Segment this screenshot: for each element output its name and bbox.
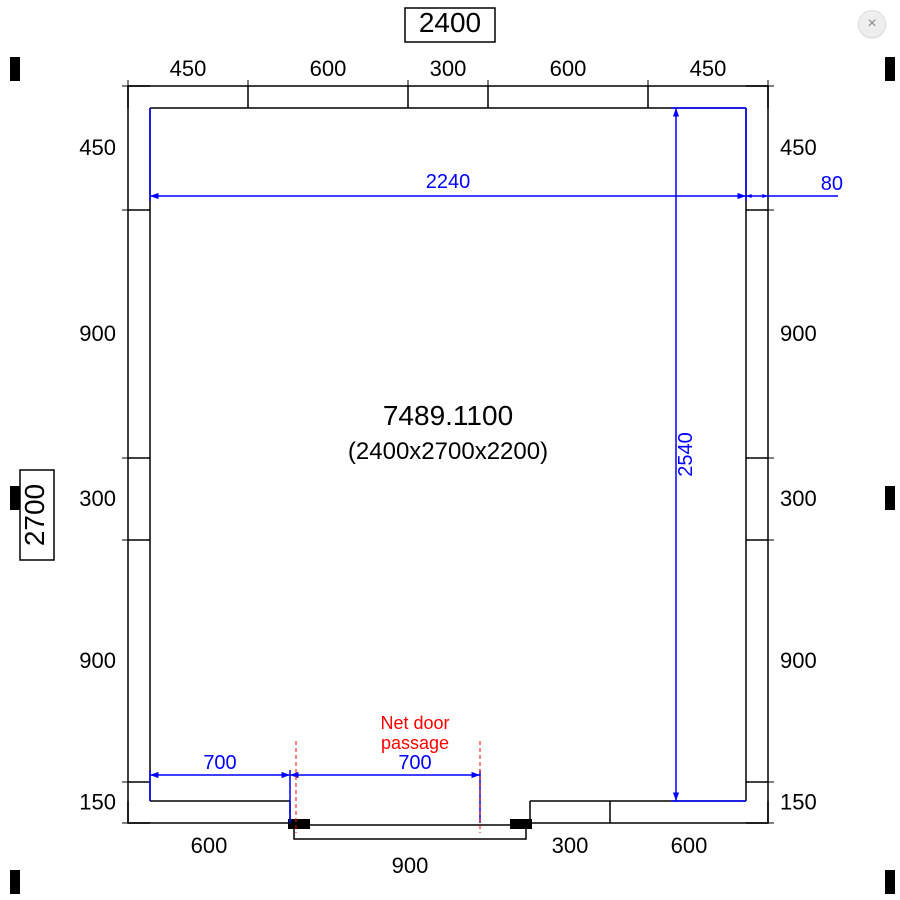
right-panel-dim: 150: [780, 790, 817, 815]
interior-width-dim: 2240: [426, 171, 471, 193]
left-panel-dim: 150: [79, 790, 116, 815]
bottom-panel-dim: 600: [671, 833, 708, 858]
left-panel-dim: 450: [79, 135, 116, 160]
right-panel-dim: 450: [780, 135, 817, 160]
left-panel-dim: 900: [79, 321, 116, 346]
top-panel-dim: 600: [550, 56, 587, 81]
door-slab: [294, 825, 526, 839]
door-offset-dim: 700: [203, 752, 236, 774]
left-panel-dim: 900: [79, 648, 116, 673]
frame-mark: [885, 57, 895, 81]
right-panel-dim: 300: [780, 486, 817, 511]
door-label-line2: passage: [381, 733, 449, 753]
overall-height-label: 2700: [19, 484, 50, 546]
top-panel-dim: 300: [430, 56, 467, 81]
floorplan-diagram: 2400 2700 450 600 300 600 450 450 900 300 900 150 45…: [0, 0, 900, 900]
door-passage-dim: 700: [398, 752, 431, 774]
bottom-panel-dim: 600: [191, 833, 228, 858]
overall-width-label: 2400: [419, 7, 481, 38]
top-panel-dim: 450: [690, 56, 727, 81]
interior-height-dim: 2540: [675, 432, 697, 477]
wall-thickness-dim: 80: [821, 173, 843, 195]
top-panel-dim: 450: [170, 56, 207, 81]
left-panel-dim: 300: [79, 486, 116, 511]
frame-mark: [885, 486, 895, 510]
frame-mark: [10, 57, 20, 81]
model-dims: (2400x2700x2200): [348, 438, 548, 465]
close-button[interactable]: ×: [858, 10, 886, 38]
right-panel-dim: 900: [780, 321, 817, 346]
frame-mark: [885, 870, 895, 894]
bottom-panel-dim: 900: [392, 853, 429, 878]
model-number: 7489.1100: [383, 400, 513, 431]
frame-mark: [10, 870, 20, 894]
top-panel-dim: 600: [310, 56, 347, 81]
door-label-line1: Net door: [380, 713, 449, 733]
right-panel-dim: 900: [780, 648, 817, 673]
close-icon: ×: [867, 16, 876, 32]
bottom-panel-dim: 300: [552, 833, 589, 858]
